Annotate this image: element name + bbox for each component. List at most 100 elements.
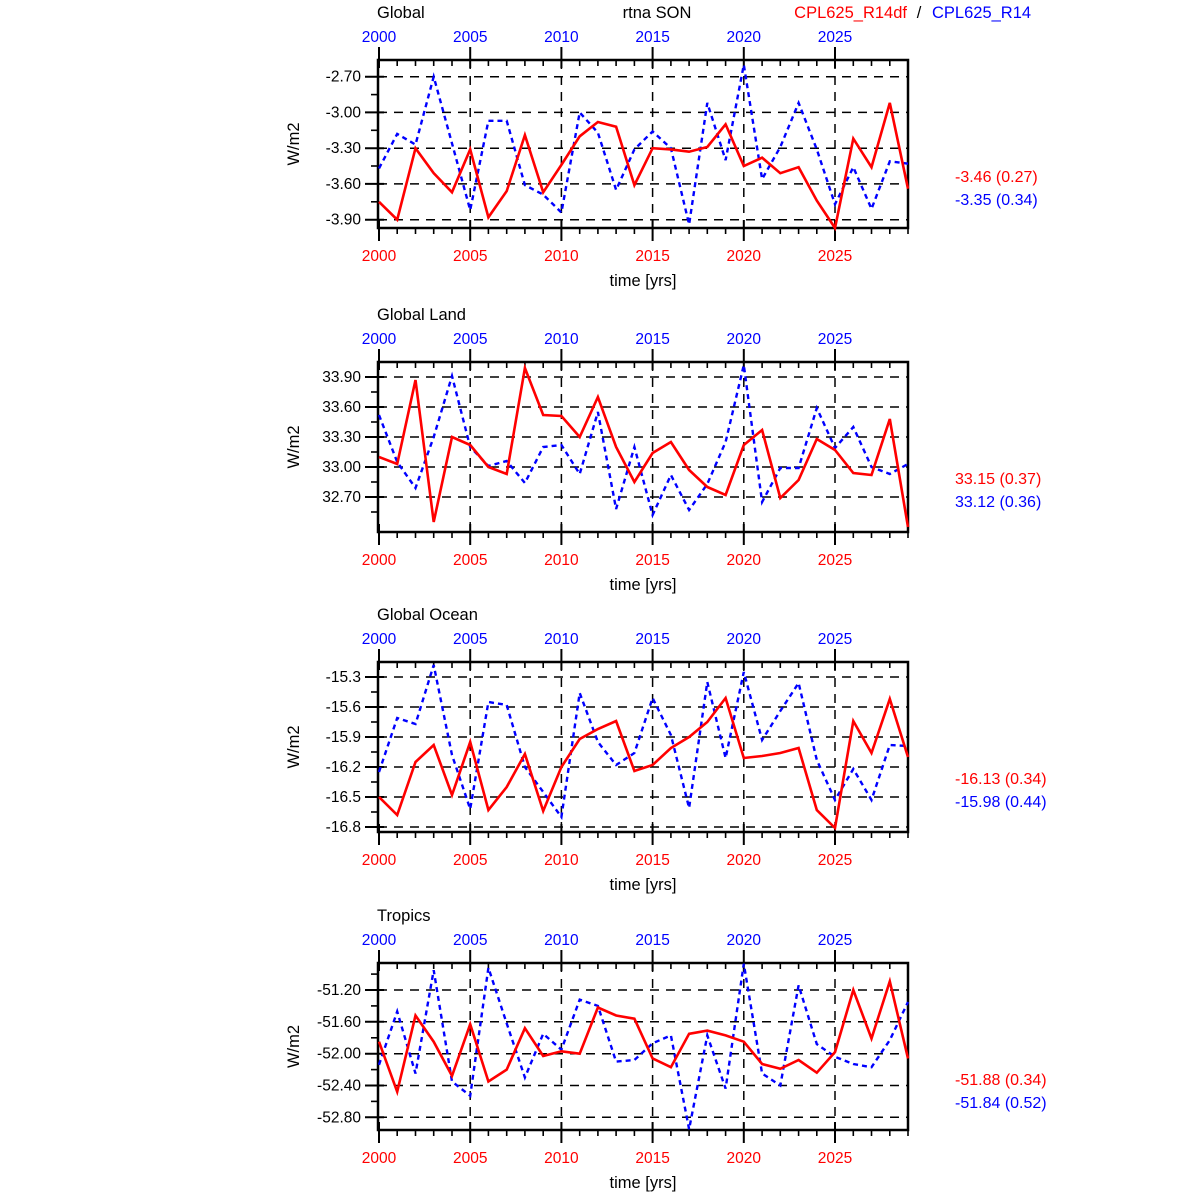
x-bottom-label: 2000 bbox=[362, 1150, 397, 1167]
plot-frame bbox=[376, 58, 910, 230]
chart-global-ocean: -15.3-15.6-15.9-16.2-16.5-16.82000200020… bbox=[285, 606, 1047, 894]
x-top-label: 2015 bbox=[635, 932, 669, 949]
x-top-label: 2020 bbox=[727, 331, 762, 348]
stats-series2: -3.35 (0.34) bbox=[955, 192, 1038, 209]
x-top-label: 2005 bbox=[453, 29, 487, 46]
x-top-label: 2015 bbox=[635, 631, 669, 648]
panel-tropics: -51.20 -51.60 -52.00 -52.40 -52.80 2000 2000 20… bbox=[0, 900, 1200, 1200]
plot-frame bbox=[376, 961, 910, 1132]
x-top-label: 2010 bbox=[544, 29, 579, 46]
y-tick-label: 32.70 bbox=[322, 489, 361, 506]
panel-global: -2.70 -3.00 -3.30 -3.60 -3.90 2000 2000 2005 200… bbox=[0, 0, 1200, 300]
x-bottom-label: 2000 bbox=[362, 552, 397, 569]
y-axis-title: W/m2 bbox=[285, 425, 303, 468]
y-tick-label: -52.40 bbox=[317, 1078, 361, 1095]
x-bottom-label: 2020 bbox=[727, 552, 762, 569]
x-bottom-label: 2015 bbox=[635, 1150, 669, 1167]
y-axis-title: W/m2 bbox=[285, 1025, 303, 1068]
series-line-CPL625_R14 bbox=[377, 64, 909, 225]
x-top-label: 2005 bbox=[453, 631, 487, 648]
x-bottom-label: 2005 bbox=[453, 1150, 487, 1167]
x-bottom-label: 2010 bbox=[544, 852, 579, 869]
panel-global-land: 33.90 33.60 33.30 33.00 32.70 2000 2000 2005 200… bbox=[0, 300, 1200, 600]
x-bottom-label: 2000 bbox=[362, 852, 397, 869]
x-axis-title: time [yrs] bbox=[610, 876, 677, 894]
y-tick-label: -15.3 bbox=[326, 669, 361, 686]
x-top-label: 2000 bbox=[362, 631, 397, 648]
x-top-label: 2025 bbox=[818, 631, 852, 648]
y-tick-label: -16.8 bbox=[326, 819, 361, 836]
x-bottom-label: 2000 bbox=[362, 248, 397, 265]
series-line-CPL625_R14df bbox=[377, 976, 910, 1097]
x-top-label: 2000 bbox=[362, 932, 397, 949]
stats-series2: -15.98 (0.44) bbox=[955, 794, 1047, 811]
series-line-CPL625_R14df bbox=[378, 694, 910, 831]
y-tick-label: 33.00 bbox=[322, 459, 361, 476]
stats-series1: -51.88 (0.34) bbox=[955, 1072, 1047, 1089]
x-bottom-label: 2025 bbox=[818, 552, 852, 569]
panel-title: Global bbox=[377, 4, 425, 22]
x-top-label: 2020 bbox=[727, 631, 762, 648]
y-tick-label: -15.6 bbox=[326, 699, 361, 716]
y-tick-label: -52.00 bbox=[317, 1046, 361, 1063]
x-top-label: 2000 bbox=[362, 29, 397, 46]
panel-title: Global Land bbox=[377, 306, 466, 324]
legend-series1-label: CPL625_R14df bbox=[794, 4, 907, 22]
figure-center-title: rtna SON bbox=[623, 4, 692, 22]
y-tick-label: 33.90 bbox=[322, 369, 361, 386]
x-bottom-label: 2025 bbox=[818, 248, 852, 265]
y-tick-label: 33.60 bbox=[322, 399, 361, 416]
stats-series2: -51.84 (0.52) bbox=[955, 1095, 1047, 1112]
x-bottom-label: 2025 bbox=[818, 1150, 852, 1167]
y-tick-label: 33.30 bbox=[322, 429, 361, 446]
y-tick-label: -3.90 bbox=[326, 212, 362, 229]
x-top-label: 2010 bbox=[544, 932, 579, 949]
legend-separator: / bbox=[917, 4, 922, 22]
x-bottom-label: 2005 bbox=[453, 552, 487, 569]
chart-tropics: -51.20 -51.60 -52.00 -52.40 -52.80 2000 2000 20… bbox=[285, 907, 1047, 1192]
x-bottom-label: 2015 bbox=[635, 248, 669, 265]
x-axis-title: time [yrs] bbox=[610, 576, 677, 594]
y-axis-title: W/m2 bbox=[285, 122, 303, 165]
plot-frame bbox=[376, 660, 910, 834]
x-bottom-label: 2020 bbox=[727, 852, 762, 869]
y-tick-label: -52.80 bbox=[317, 1109, 361, 1126]
chart-global: -2.70 -3.00 -3.30 -3.60 -3.90 2000 2000 2005 200… bbox=[285, 4, 1038, 290]
y-tick-label: -51.20 bbox=[317, 982, 361, 999]
x-axis-title: time [yrs] bbox=[610, 272, 677, 290]
panel-title: Global Ocean bbox=[377, 606, 478, 624]
x-top-label: 2015 bbox=[635, 29, 669, 46]
x-bottom-label: 2010 bbox=[544, 248, 579, 265]
x-bottom-label: 2005 bbox=[453, 852, 487, 869]
legend-series2-label: CPL625_R14 bbox=[932, 4, 1031, 22]
x-top-label: 2025 bbox=[818, 29, 852, 46]
panel-global-ocean: -15.3 -15.6 -15.9 -16.2 -16.5 -16.8 2000 2000 20… bbox=[0, 600, 1200, 900]
stats-series1: -16.13 (0.34) bbox=[955, 771, 1047, 788]
y-tick-label: -16.2 bbox=[326, 759, 361, 776]
stats-series2: 33.12 (0.36) bbox=[955, 494, 1041, 511]
panel-title: Tropics bbox=[377, 907, 430, 925]
x-bottom-label: 2005 bbox=[453, 248, 487, 265]
x-top-label: 2010 bbox=[544, 331, 579, 348]
x-bottom-label: 2015 bbox=[635, 852, 669, 869]
y-tick-label: -3.00 bbox=[326, 104, 362, 121]
x-top-label: 2000 bbox=[362, 331, 397, 348]
stats-series1: -3.46 (0.27) bbox=[955, 169, 1038, 186]
x-bottom-label: 2010 bbox=[544, 552, 579, 569]
x-top-label: 2005 bbox=[453, 932, 487, 949]
series-line-CPL625_R14df bbox=[378, 363, 910, 528]
series-line-CPL625_R14 bbox=[377, 963, 910, 1130]
x-bottom-label: 2020 bbox=[727, 1150, 762, 1167]
y-tick-label: -16.5 bbox=[326, 789, 361, 806]
y-tick-label: -2.70 bbox=[326, 69, 362, 86]
series-line-CPL625_R14 bbox=[377, 364, 909, 519]
y-tick-label: -3.60 bbox=[326, 176, 362, 193]
series-line-CPL625_R14df bbox=[378, 102, 910, 232]
x-top-label: 2020 bbox=[727, 932, 762, 949]
plot-frame bbox=[376, 360, 910, 534]
y-tick-label: -3.30 bbox=[326, 140, 362, 157]
x-bottom-label: 2010 bbox=[544, 1150, 579, 1167]
series-line-CPL625_R14 bbox=[377, 664, 909, 821]
x-top-label: 2025 bbox=[818, 331, 852, 348]
